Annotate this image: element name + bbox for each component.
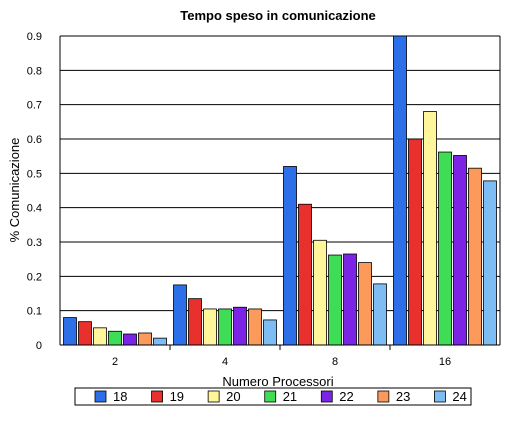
y-tick-label: 0.2 <box>27 271 42 283</box>
y-axis-label: % Comunicazione <box>7 138 22 243</box>
y-tick-label: 0.9 <box>27 31 42 43</box>
x-axis-label: Numero Processori <box>222 374 333 389</box>
bar-20-4 <box>203 308 217 346</box>
y-tick-label: 0.7 <box>27 100 42 112</box>
bar-24-8 <box>373 283 387 346</box>
bar-21-4 <box>218 308 232 346</box>
bar-18-2 <box>63 317 77 346</box>
bar-22-16 <box>453 155 467 346</box>
chart-title: Tempo speso in comunicazione <box>180 8 376 23</box>
bar-19-8 <box>298 203 312 346</box>
bar-21-8 <box>328 254 342 346</box>
bar-24-2 <box>153 337 167 346</box>
legend: 18 19 20 21 22 23 24 <box>74 387 472 406</box>
bar-23-2 <box>138 332 152 346</box>
bar-23-8 <box>358 262 372 346</box>
y-tick-label: 0.8 <box>27 65 42 77</box>
y-tick-label: 0.1 <box>27 306 42 318</box>
legend-label-19: 19 <box>170 389 184 404</box>
legend-swatch-23 <box>377 390 390 403</box>
bar-18-8 <box>283 166 297 346</box>
bar-23-16 <box>468 167 482 346</box>
bar-21-2 <box>108 330 122 346</box>
bar-21-16 <box>438 151 452 346</box>
bar-20-2 <box>93 327 107 346</box>
legend-label-22: 22 <box>339 389 353 404</box>
bar-18-4 <box>173 284 187 346</box>
bar-22-2 <box>123 333 137 346</box>
y-tick-label: 0.4 <box>27 203 42 215</box>
x-tick-label: 2 <box>112 356 118 368</box>
bar-22-8 <box>343 253 357 346</box>
legend-swatch-24 <box>434 390 446 403</box>
legend-swatch-18 <box>94 390 107 403</box>
legend-swatch-21 <box>264 390 277 403</box>
bar-22-4 <box>233 306 247 346</box>
y-tick-label: 0.5 <box>27 168 42 180</box>
x-tick-label: 4 <box>222 356 228 368</box>
x-tick-label: 8 <box>332 356 338 368</box>
legend-swatch-19 <box>151 390 163 403</box>
bar-20-16 <box>423 111 437 346</box>
bar-19-4 <box>188 298 202 346</box>
bar-19-16 <box>408 138 422 346</box>
legend-swatch-20 <box>207 390 220 403</box>
bar-23-4 <box>248 308 262 346</box>
y-tick-label: 0 <box>36 340 42 352</box>
bar-24-4 <box>263 319 277 346</box>
y-tick-label: 0.3 <box>27 237 42 249</box>
bar-18-16 <box>393 35 407 346</box>
legend-swatch-22 <box>320 390 333 403</box>
legend-label-20: 20 <box>226 389 240 404</box>
legend-label-18: 18 <box>113 389 127 404</box>
x-tick-label: 16 <box>439 356 451 368</box>
axes: 0 0.1 0.2 0.3 0.4 0.5 0.6 0.7 0.8 0.9 2 4 8 16 <box>27 31 501 368</box>
bar-19-2 <box>78 321 92 346</box>
y-tick-label: 0.6 <box>27 134 42 146</box>
bar-24-16 <box>483 180 497 346</box>
legend-label-21: 21 <box>283 389 297 404</box>
legend-label-23: 23 <box>396 389 410 404</box>
legend-label-24: 24 <box>452 389 466 404</box>
bars <box>63 35 497 346</box>
bar-20-8 <box>313 239 327 346</box>
